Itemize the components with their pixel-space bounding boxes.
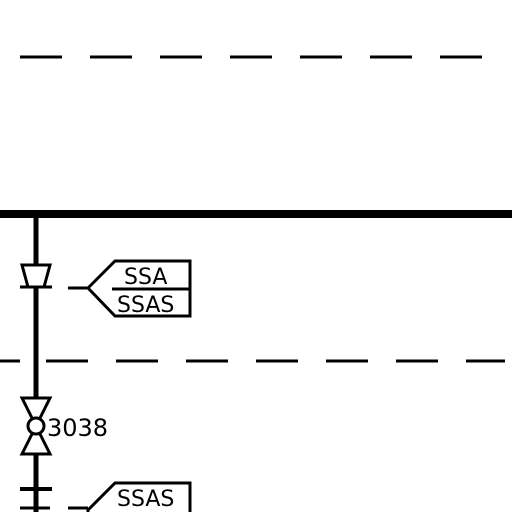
- instrument-tag-ssas-label: SSAS: [117, 293, 174, 318]
- reducer-symbol: [20, 263, 52, 289]
- instrument-tag-lower: SSAS: [86, 481, 192, 512]
- instrument-tag-upper: SSA SSAS: [85, 259, 192, 318]
- instrument-tag-ssa-label: SSA: [124, 265, 167, 290]
- valve-number-label: 3038: [47, 414, 108, 442]
- gate-valve-symbol: [19, 396, 53, 456]
- instrument-tag-lower-label: SSAS: [117, 487, 174, 512]
